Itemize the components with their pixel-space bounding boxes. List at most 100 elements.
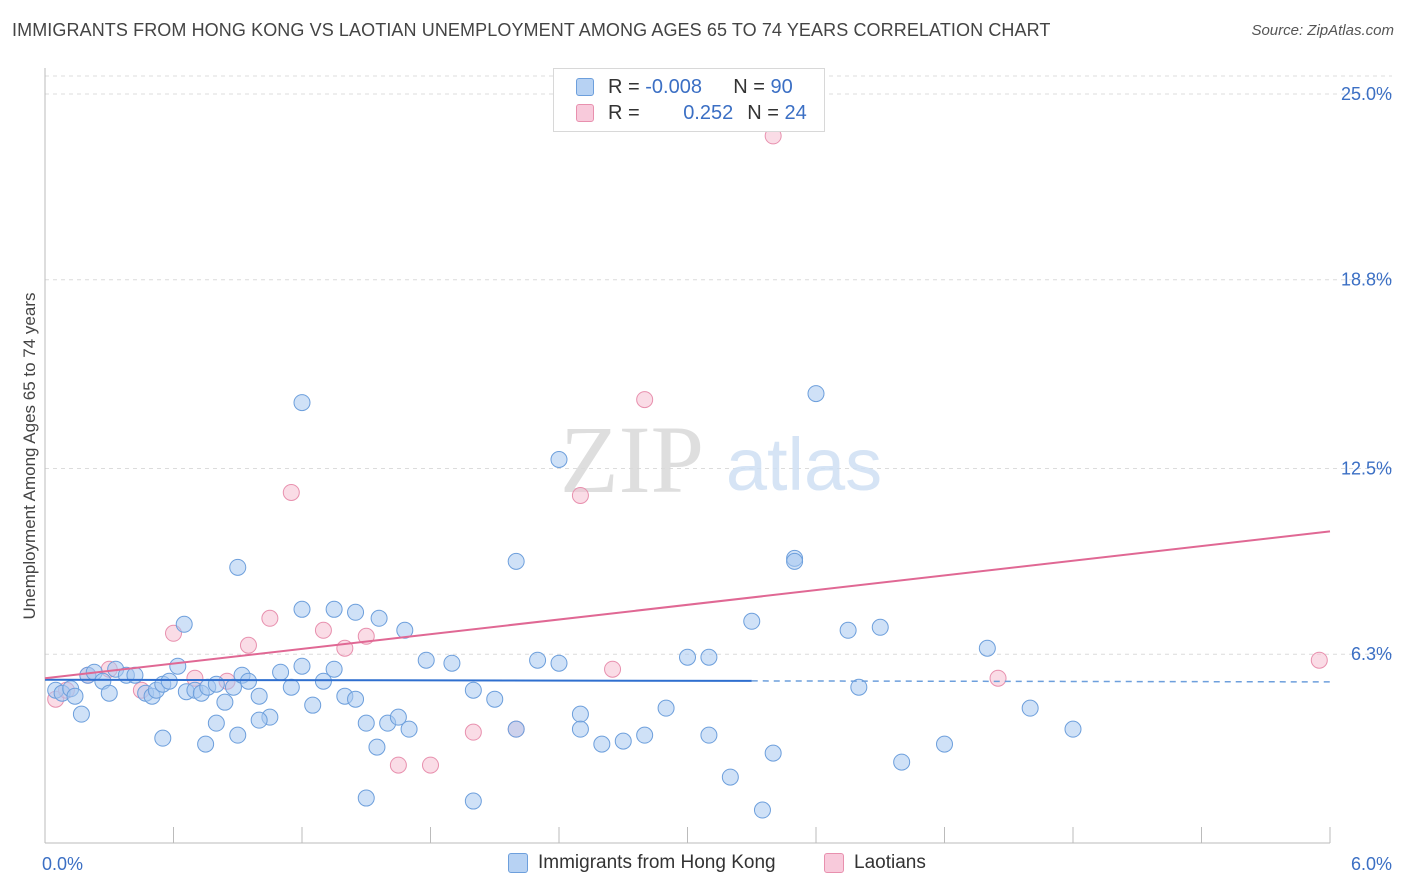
hong-kong-point <box>786 552 804 570</box>
hong-kong-point <box>293 600 311 618</box>
legend-n-label: N = <box>733 75 771 98</box>
hong-kong-point <box>550 654 568 672</box>
hong-kong-point <box>571 705 589 723</box>
hong-kong-point <box>100 684 118 702</box>
laotians-point <box>604 660 622 678</box>
hong-kong-point <box>807 385 825 403</box>
hong-kong-point <box>396 621 414 639</box>
hong-kong-point <box>154 729 172 747</box>
hong-kong-points <box>47 385 1082 819</box>
laotians-point <box>389 756 407 774</box>
hong-kong-point <box>679 648 696 666</box>
hong-kong-point <box>282 678 300 696</box>
watermark-atlas: atlas <box>726 423 882 506</box>
hong-kong-point <box>175 615 193 633</box>
hong-kong-point <box>314 672 332 690</box>
hong-kong-point <box>839 621 857 639</box>
hong-kong-point <box>1064 720 1082 738</box>
x-tick-label: 6.0% <box>1351 854 1392 874</box>
hong-kong-point <box>700 726 718 744</box>
hong-kong-point <box>250 711 268 729</box>
bottom-legend-swatch-laotians <box>824 853 844 873</box>
laotians-point <box>989 669 1007 687</box>
laotians-point <box>422 756 439 774</box>
chart-title: IMMIGRANTS FROM HONG KONG VS LAOTIAN UNE… <box>12 20 1051 40</box>
y-tick-label: 25.0% <box>1341 84 1392 104</box>
hong-kong-point <box>593 735 611 753</box>
legend-row-laotians: R = 0.252 N = 24 <box>576 100 807 126</box>
hong-kong-point <box>529 651 547 669</box>
legend-r-label: R = <box>608 75 646 98</box>
hong-kong-point <box>357 714 375 732</box>
hong-kong-point <box>72 705 90 723</box>
laotians-trend-line <box>44 530 1331 680</box>
laotians-point <box>571 486 589 504</box>
legend-swatch-hong-kong <box>576 78 594 96</box>
laotians-point <box>261 609 279 627</box>
hong-kong-point <box>550 451 568 468</box>
hong-kong-point <box>978 639 996 657</box>
legend-n-value: 24 <box>784 101 807 124</box>
laotians-point <box>314 621 332 639</box>
y-tick-label: 12.5% <box>1341 458 1392 478</box>
hong-kong-point <box>325 660 343 678</box>
hong-kong-point <box>871 618 889 636</box>
hong-kong-point <box>207 675 225 693</box>
x-tick-label: 0.0% <box>42 854 83 874</box>
legend-row-hong-kong: R = -0.008 N = 90 <box>576 74 793 100</box>
axes <box>44 68 1331 844</box>
watermark: ZIP atlas <box>560 406 882 513</box>
hong-kong-point <box>507 552 525 570</box>
hong-kong-point <box>368 738 386 756</box>
hong-kong-trend-line <box>44 678 752 682</box>
legend-n-label: N = <box>747 101 785 124</box>
hong-kong-point <box>636 726 654 744</box>
bottom-legend-laotians: Laotians <box>824 852 926 874</box>
laotians-point <box>1310 651 1328 669</box>
hong-kong-point <box>304 696 322 714</box>
bottom-legend-swatch-hong-kong <box>508 853 528 873</box>
bottom-legend-hong-kong: Immigrants from Hong Kong <box>508 852 776 874</box>
trend-lines <box>44 530 1331 683</box>
hong-kong-point <box>700 648 718 666</box>
hong-kong-point <box>400 720 418 738</box>
legend-r-value: -0.008 <box>645 75 702 98</box>
hong-kong-point <box>443 654 461 672</box>
hong-kong-trend-extension <box>751 680 1331 683</box>
hong-kong-point <box>936 735 953 753</box>
hong-kong-point <box>370 609 388 627</box>
hong-kong-point <box>357 789 375 807</box>
hong-kong-point <box>743 612 761 630</box>
laotians-point <box>239 636 257 654</box>
hong-kong-point <box>389 708 407 726</box>
laotians-point <box>636 391 654 409</box>
source-label: Source: ZipAtlas.com <box>1251 22 1394 39</box>
legend-r-label: R = <box>608 101 646 124</box>
laotians-point <box>464 723 482 741</box>
laotians-point <box>282 483 300 501</box>
bottom-legend-label-hong-kong: Immigrants from Hong Kong <box>538 852 776 873</box>
bottom-legend-label-laotians: Laotians <box>854 852 926 873</box>
correlation-legend: R = -0.008 N = 90 R = 0.252 N = 24 <box>553 68 825 132</box>
hong-kong-point <box>272 663 290 681</box>
hong-kong-point <box>229 558 247 576</box>
hong-kong-point <box>207 714 225 732</box>
hong-kong-point <box>486 690 504 708</box>
y-tick-label: 6.3% <box>1351 644 1392 664</box>
hong-kong-point <box>850 678 868 696</box>
hong-kong-point <box>347 690 365 708</box>
hong-kong-point <box>417 651 435 669</box>
hong-kong-point <box>464 792 482 810</box>
hong-kong-point <box>293 657 311 675</box>
hong-kong-point <box>753 801 771 819</box>
hong-kong-point <box>325 600 343 618</box>
hong-kong-point <box>169 657 187 675</box>
hong-kong-point <box>347 603 365 621</box>
legend-r-value: 0.252 <box>683 101 734 124</box>
hong-kong-point <box>66 687 84 705</box>
hong-kong-point <box>239 672 257 690</box>
legend-n-value: 90 <box>770 75 793 98</box>
hong-kong-point <box>464 681 482 699</box>
hong-kong-point <box>1021 699 1039 717</box>
